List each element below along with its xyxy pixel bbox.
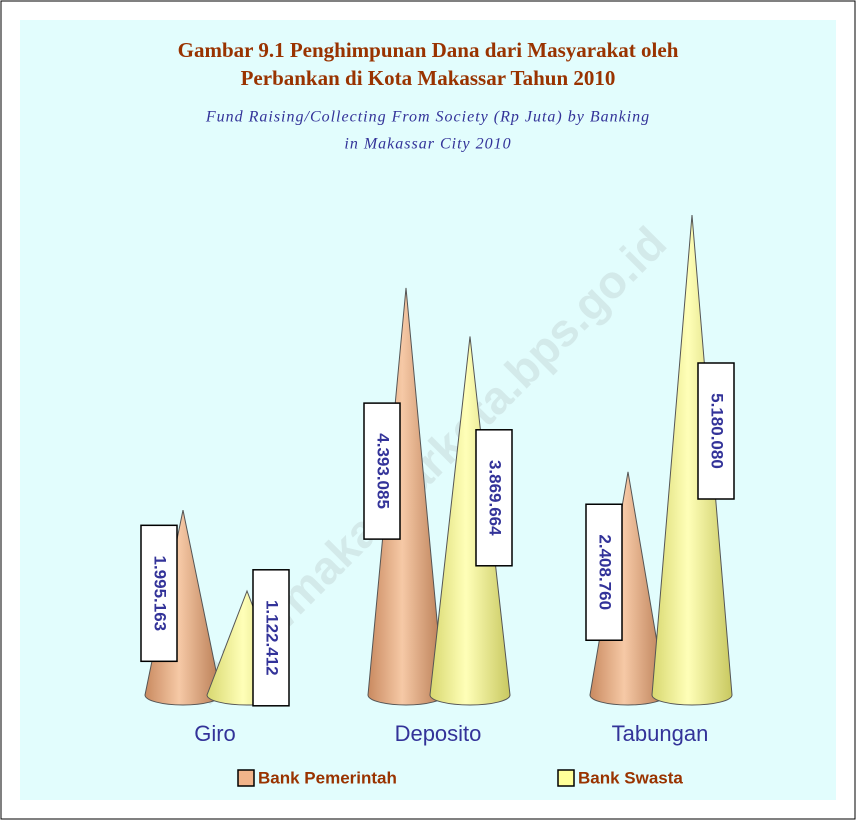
data-label: 1.995.163 [151, 555, 170, 631]
data-label: 2.408.760 [596, 534, 615, 610]
data-label-box [585, 503, 623, 641]
legend-label: Bank Swasta [578, 768, 683, 787]
cone [429, 336, 511, 706]
legend-label: Bank Pemerintah [258, 768, 397, 787]
chart-subtitle: in Makassar City 2010 [344, 136, 511, 153]
cone [651, 214, 733, 706]
data-label-box [140, 524, 178, 663]
data-label-box [252, 569, 290, 707]
x-tick-label: Tabungan [612, 721, 709, 746]
data-label: 5.180.080 [708, 393, 727, 469]
x-tick-label: Deposito [395, 721, 482, 746]
data-label-box [475, 429, 513, 567]
data-label-box [363, 402, 401, 540]
data-label-box [697, 362, 735, 500]
data-label: 3.869.664 [486, 460, 505, 536]
data-label: 1.122.412 [263, 600, 282, 676]
legend-swatch [237, 769, 255, 787]
chart-title: Gambar 9.1 Penghimpunan Dana dari Masyar… [178, 38, 679, 62]
x-tick-label: Giro [194, 721, 236, 746]
chart-title: Perbankan di Kota Makassar Tahun 2010 [241, 66, 616, 90]
legend-swatch [557, 769, 575, 787]
data-label: 4.393.085 [374, 433, 393, 509]
chart-subtitle: Fund Raising/Collecting From Society (Rp… [205, 109, 650, 126]
